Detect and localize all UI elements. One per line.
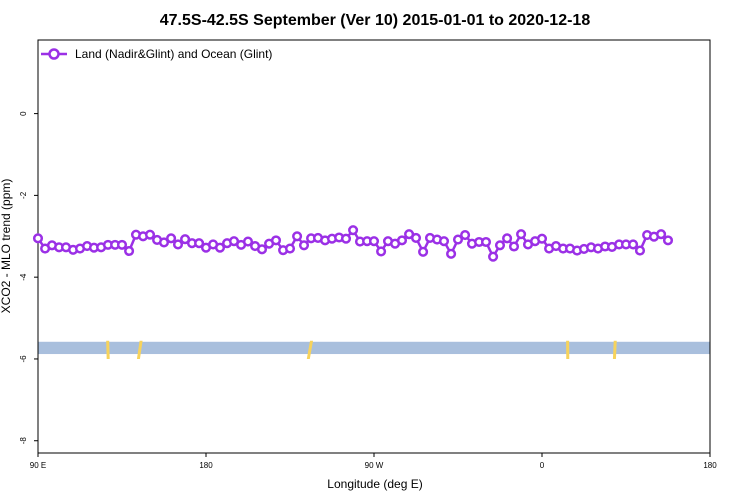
- data-point: [368, 236, 380, 247]
- data-point: [284, 243, 296, 254]
- data-point: [662, 235, 674, 246]
- data-point: [166, 233, 177, 244]
- x-tick-label: 180: [199, 461, 213, 470]
- data-point: [340, 233, 352, 244]
- data-point: [396, 235, 408, 246]
- data-point: [460, 230, 471, 241]
- x-tick-label: 0: [540, 461, 545, 470]
- data-point: [452, 234, 464, 245]
- data-point: [488, 251, 499, 262]
- data-point: [628, 239, 639, 250]
- land-patch: [106, 340, 110, 360]
- x-axis: 90 E 180 90 W 0 180: [30, 453, 717, 470]
- data-point: [516, 229, 527, 240]
- x-tick-label: 180: [703, 461, 717, 470]
- chart-title: 47.5S-42.5S September (Ver 10) 2015-01-0…: [160, 12, 591, 29]
- data-point: [418, 246, 429, 257]
- data-point: [116, 239, 128, 250]
- data-point: [242, 236, 254, 247]
- data-point: [180, 234, 191, 245]
- data-point: [446, 248, 457, 259]
- data-point: [298, 240, 310, 251]
- x-axis-label: Longitude (deg E): [327, 477, 422, 491]
- coverage-band-land: [106, 340, 617, 360]
- legend-entry-label: Land (Nadir&Glint) and Ocean (Glint): [75, 47, 272, 61]
- y-axis: 0 -2 -4 -6 -8: [19, 111, 38, 444]
- legend-marker: [48, 48, 60, 60]
- data-point: [494, 240, 506, 251]
- x-tick-label: 90 W: [365, 461, 384, 470]
- data-point: [256, 244, 268, 255]
- data-point: [536, 233, 548, 244]
- data-point: [214, 242, 226, 253]
- legend: Land (Nadir&Glint) and Ocean (Glint): [41, 47, 272, 61]
- coverage-band-ocean: [38, 341, 710, 355]
- y-tick-label: -8: [19, 437, 28, 445]
- data-point: [194, 238, 205, 249]
- data-point: [410, 232, 422, 243]
- land-patch: [136, 340, 143, 360]
- data-point: [438, 236, 450, 247]
- land-patch: [306, 340, 314, 360]
- y-tick-label: -6: [19, 355, 28, 363]
- y-tick-label: -2: [19, 191, 28, 199]
- land-patch: [612, 340, 617, 360]
- land-patch: [566, 340, 570, 360]
- data-point: [502, 233, 513, 244]
- data-point: [508, 241, 520, 252]
- y-tick-label: 0: [19, 111, 28, 116]
- coverage-band: [38, 340, 710, 360]
- data-point: [270, 235, 282, 246]
- data-point: [376, 246, 387, 257]
- data-point: [348, 225, 359, 236]
- x-tick-label: 90 E: [30, 461, 46, 470]
- data-point: [32, 233, 44, 244]
- data-point: [172, 239, 184, 250]
- data-point: [158, 237, 170, 248]
- data-point: [656, 229, 667, 240]
- data-point: [292, 231, 303, 242]
- data-point: [124, 245, 135, 257]
- series-layer: [32, 225, 674, 262]
- data-point: [480, 236, 492, 248]
- data-point: [144, 229, 156, 240]
- data-point: [634, 245, 646, 256]
- y-axis-label: XCO2 - MLO trend (ppm): [0, 179, 13, 314]
- y-tick-label: -4: [19, 273, 28, 281]
